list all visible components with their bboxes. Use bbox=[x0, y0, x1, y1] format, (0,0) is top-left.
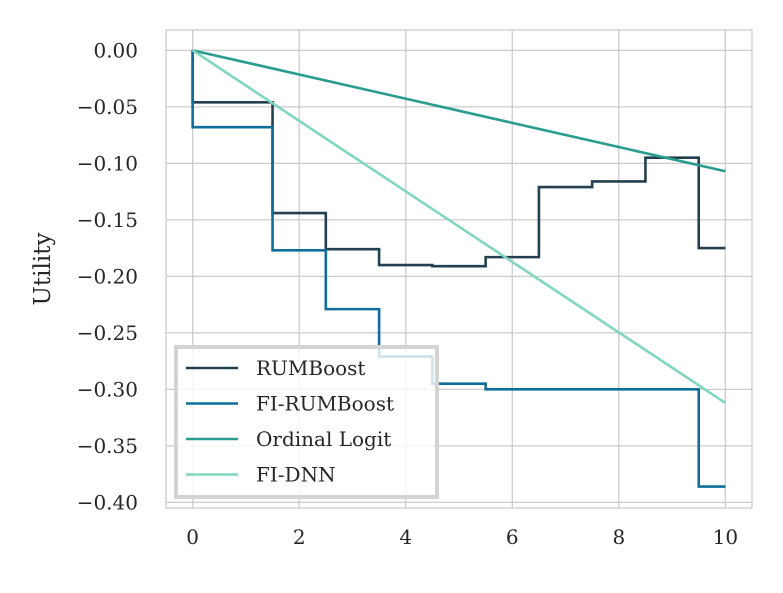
legend-label-fi-dnn: FI-DNN bbox=[256, 463, 336, 487]
series-line-ordinal-logit bbox=[192, 49, 726, 173]
legend-label-fi-rumboost: FI-RUMBoost bbox=[256, 392, 394, 416]
legend-label-rumboost: RUMBoost bbox=[256, 356, 365, 380]
tick-labels: 0 2 4 6 8 10 0.00 −0.05 −0.10 −0.15 −0.20 −0.25 −0.3… bbox=[77, 38, 738, 549]
series-line-rumboost bbox=[191, 50, 726, 268]
y-tick-label: −0.30 bbox=[77, 377, 138, 401]
x-tick-label: 10 bbox=[713, 525, 738, 549]
x-tick-label: 0 bbox=[186, 525, 199, 549]
y-tick-label: −0.20 bbox=[77, 264, 138, 288]
series-line-fi-dnn bbox=[191, 49, 727, 404]
y-tick-label: −0.35 bbox=[77, 434, 138, 458]
legend-label-ordinal-logit: Ordinal Logit bbox=[256, 427, 391, 451]
y-tick-label: 0.00 bbox=[93, 38, 138, 62]
y-tick-label: −0.40 bbox=[77, 490, 138, 514]
x-tick-label: 2 bbox=[293, 525, 306, 549]
x-tick-label: 6 bbox=[506, 525, 519, 549]
y-tick-label: −0.25 bbox=[77, 321, 138, 345]
y-tick-label: −0.10 bbox=[77, 151, 138, 175]
plot-frame bbox=[165, 29, 753, 509]
legend-box bbox=[174, 345, 439, 499]
x-tick-label: 8 bbox=[612, 525, 625, 549]
y-axis-label: Utility bbox=[30, 233, 56, 306]
y-tick-label: −0.15 bbox=[77, 208, 138, 232]
legend: RUMBoost FI-RUMBoost Ordinal Logit FI-DNN bbox=[174, 345, 439, 499]
y-tick-label: −0.05 bbox=[77, 95, 138, 119]
x-tick-label: 4 bbox=[399, 525, 412, 549]
